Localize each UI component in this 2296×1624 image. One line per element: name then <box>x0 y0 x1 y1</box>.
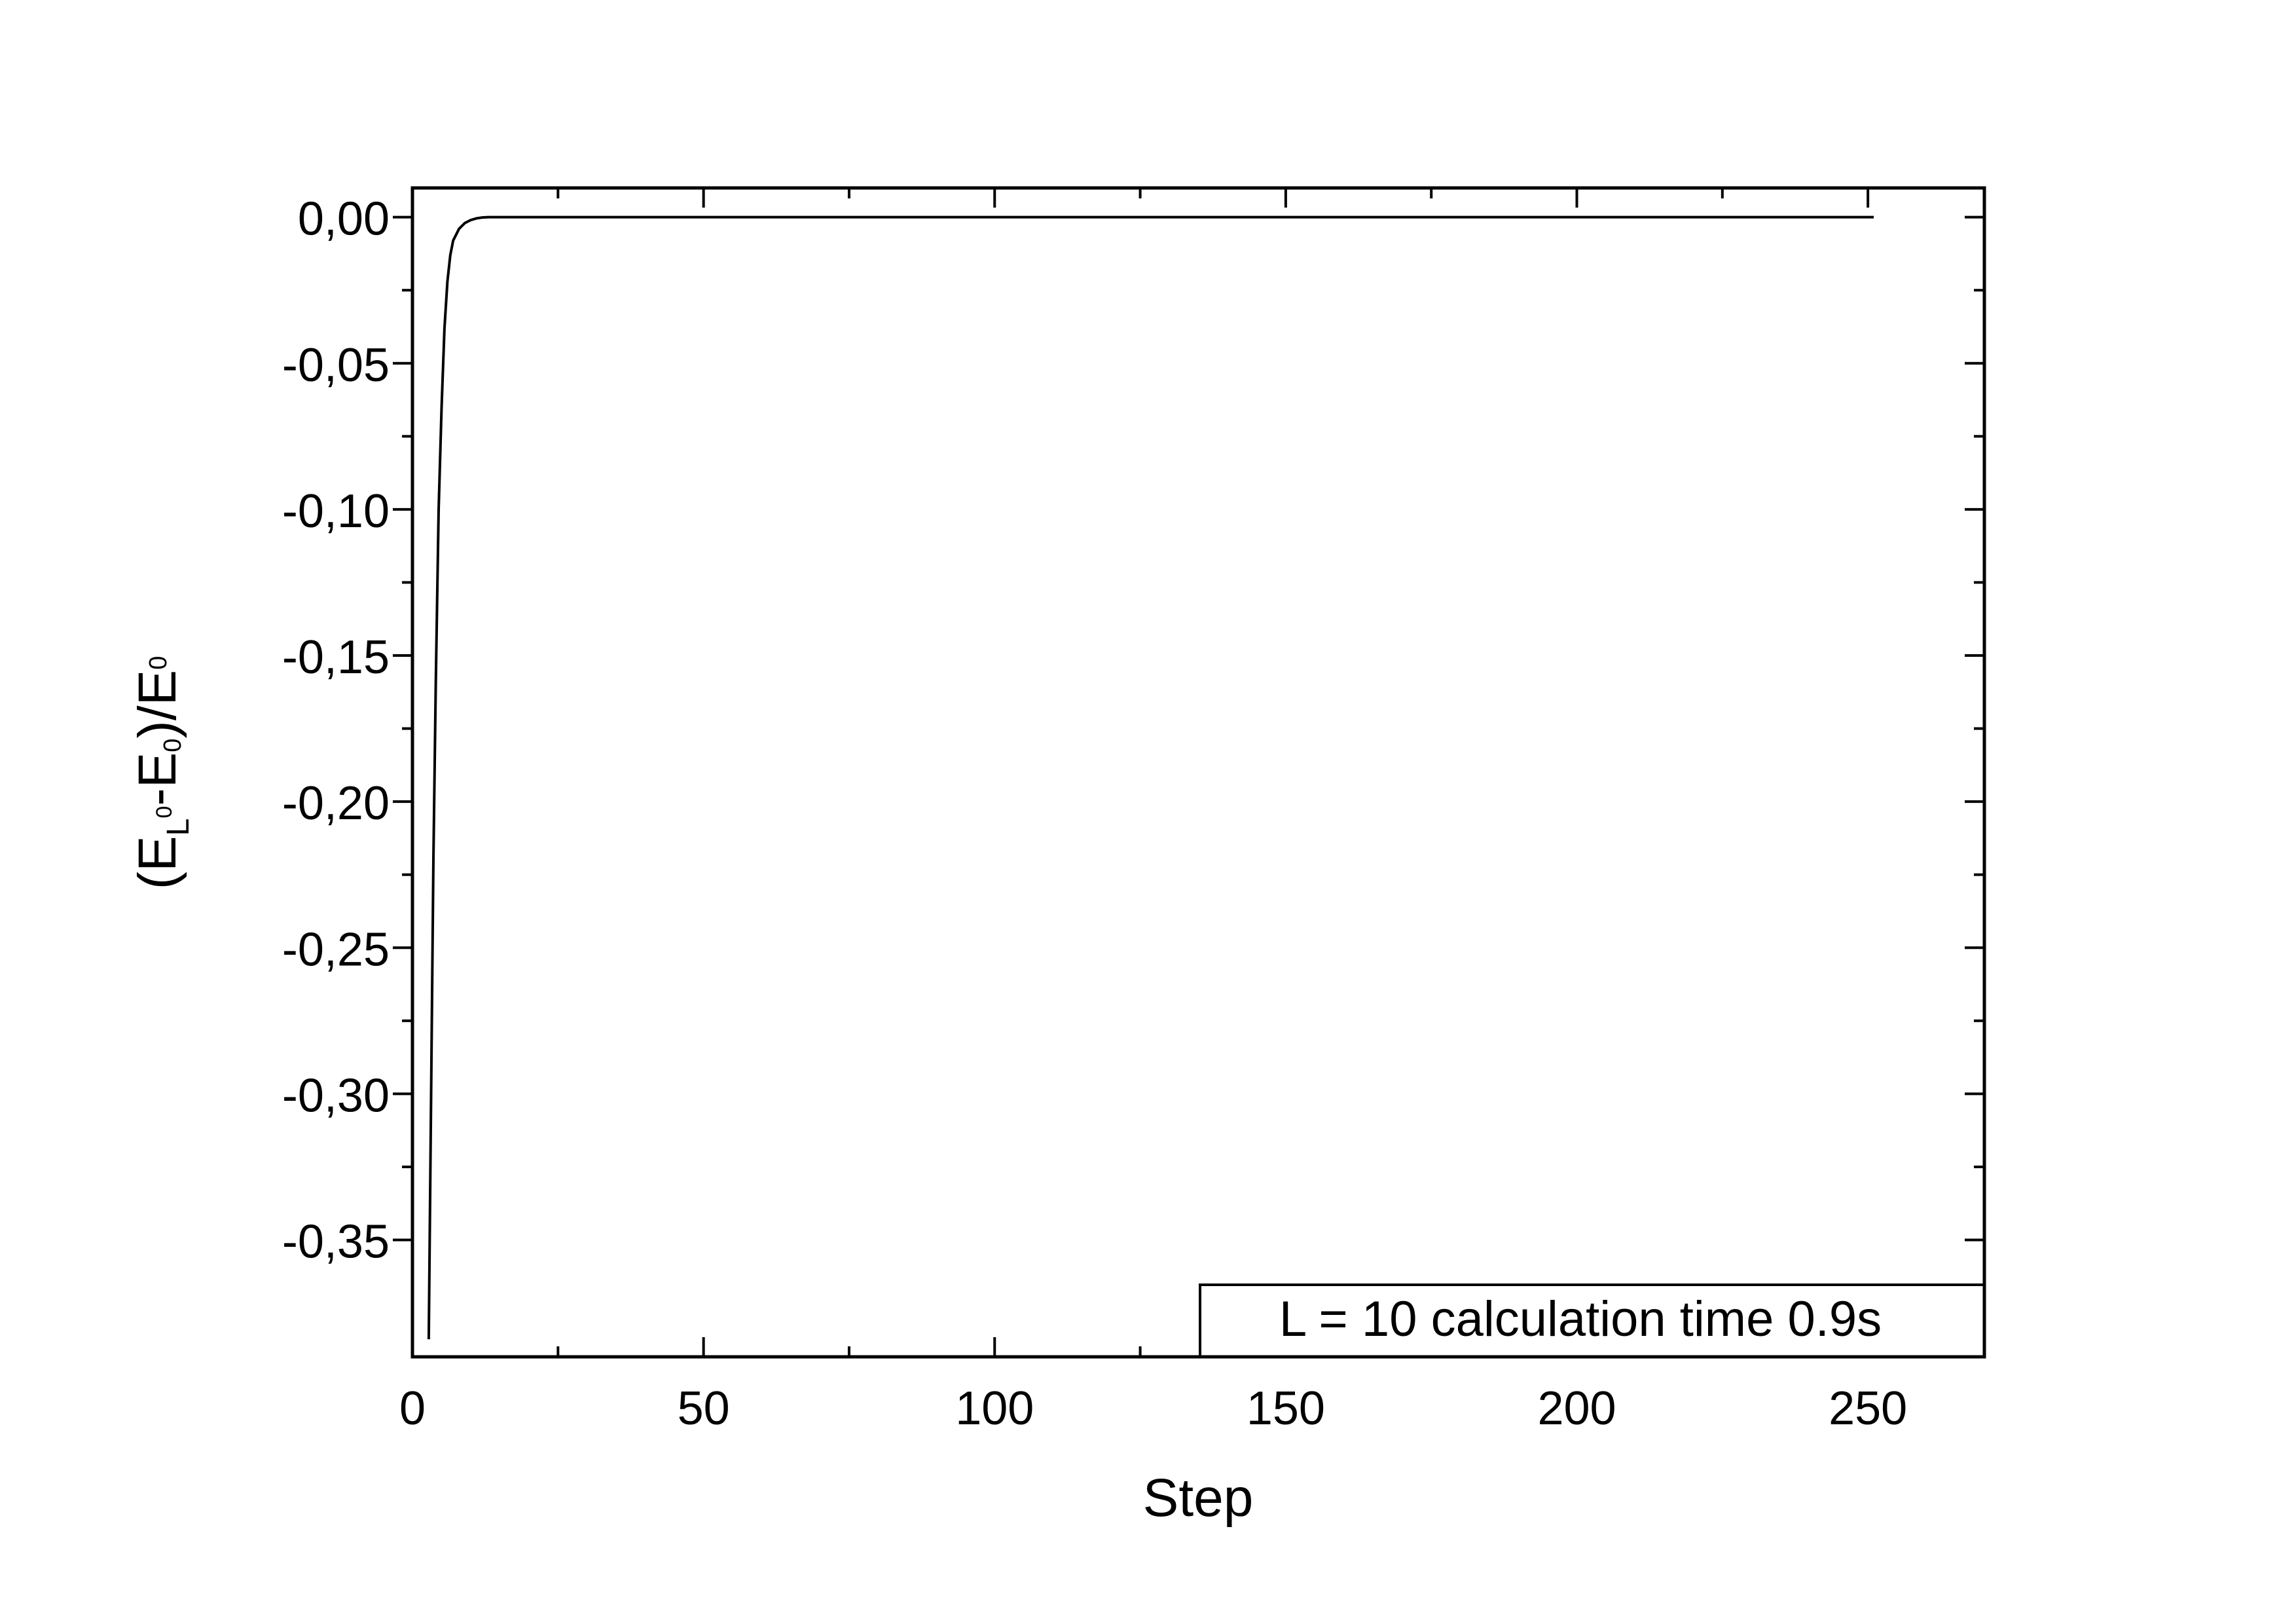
y-tick-label: -0,30 <box>282 1069 390 1122</box>
y-tick-label: -0,05 <box>282 339 390 392</box>
x-axis-label: Step <box>1143 1468 1254 1528</box>
annotation-text: L = 10 calculation time 0.9s <box>1279 1291 1882 1347</box>
y-axis-ticks-right <box>1965 215 1984 1242</box>
y-tick-label: -0,20 <box>282 777 390 830</box>
y-label-sub1: L <box>161 819 196 836</box>
y-tick-label: -0,35 <box>282 1216 390 1268</box>
y-label-sup1: 0 <box>152 806 177 819</box>
y-axis-label: (EL0-E0)/E0 <box>128 656 196 890</box>
plot-frame <box>410 186 1986 1359</box>
x-tick-label: 250 <box>1829 1382 1907 1435</box>
y-label-sub2: 0 <box>159 739 187 752</box>
y-label-close: )/E <box>128 670 187 739</box>
x-tick-label: 200 <box>1537 1382 1616 1435</box>
x-axis-tick-labels: 0 50 100 150 200 250 <box>399 1382 1907 1435</box>
y-tick-label: -0,15 <box>282 631 390 684</box>
y-label-mid: -E <box>128 752 187 806</box>
y-tick-label: -0,25 <box>282 923 390 976</box>
y-label-sub3: 0 <box>145 656 172 670</box>
y-axis-tick-labels: 0,00 -0,05 -0,10 -0,15 -0,20 -0,25 -0,30 -0,35 <box>282 193 390 1268</box>
x-tick-label: 50 <box>678 1382 730 1435</box>
y-axis-ticks-left <box>393 215 412 1242</box>
y-tick-label: -0,10 <box>282 485 390 538</box>
x-tick-label: 100 <box>955 1382 1034 1435</box>
x-axis-ticks-top <box>411 188 1870 208</box>
y-tick-label: 0,00 <box>298 193 390 246</box>
y-label-open: (E <box>128 836 187 889</box>
x-tick-label: 150 <box>1247 1382 1325 1435</box>
series-line <box>427 215 1874 1340</box>
x-tick-label: 0 <box>399 1382 426 1435</box>
